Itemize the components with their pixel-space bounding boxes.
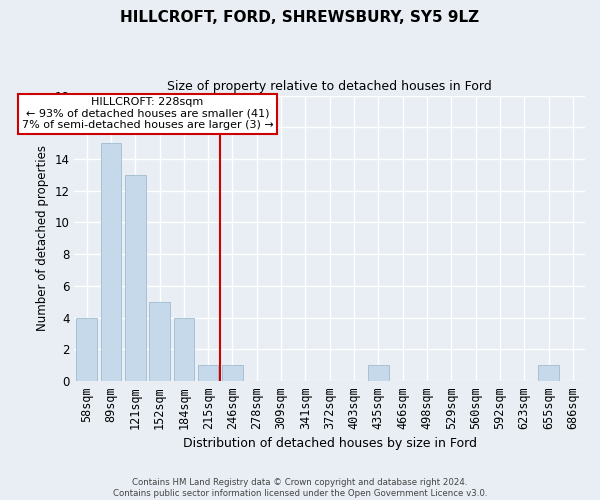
X-axis label: Distribution of detached houses by size in Ford: Distribution of detached houses by size …: [183, 437, 477, 450]
Bar: [173, 318, 194, 381]
Title: Size of property relative to detached houses in Ford: Size of property relative to detached ho…: [167, 80, 492, 93]
Text: Contains HM Land Registry data © Crown copyright and database right 2024.
Contai: Contains HM Land Registry data © Crown c…: [113, 478, 487, 498]
Text: HILLCROFT: 228sqm
← 93% of detached houses are smaller (41)
7% of semi-detached : HILLCROFT: 228sqm ← 93% of detached hous…: [22, 97, 273, 130]
Bar: [368, 365, 389, 381]
Text: HILLCROFT, FORD, SHREWSBURY, SY5 9LZ: HILLCROFT, FORD, SHREWSBURY, SY5 9LZ: [121, 10, 479, 25]
Bar: [149, 302, 170, 381]
Bar: [222, 365, 243, 381]
Bar: [198, 365, 218, 381]
Bar: [125, 175, 146, 381]
Y-axis label: Number of detached properties: Number of detached properties: [36, 146, 49, 332]
Bar: [101, 143, 121, 381]
Bar: [76, 318, 97, 381]
Bar: [538, 365, 559, 381]
